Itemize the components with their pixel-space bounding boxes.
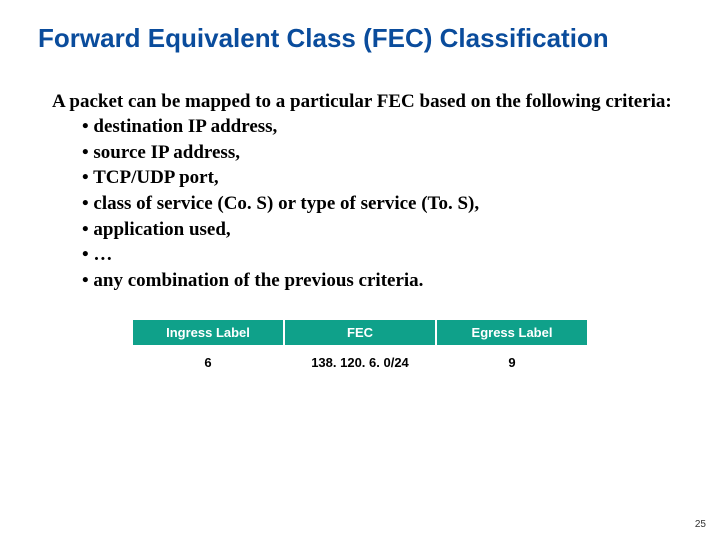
body-text: A packet can be mapped to a particular F… [38, 89, 682, 294]
bullet-item: … [82, 242, 682, 268]
intro-text: A packet can be mapped to a particular F… [52, 89, 682, 115]
col-header-ingress: Ingress Label [133, 320, 283, 345]
page-number: 25 [695, 519, 706, 530]
table-header-row: Ingress Label FEC Egress Label [133, 320, 587, 345]
slide-container: Forward Equivalent Class (FEC) Classific… [0, 0, 720, 380]
bullet-item: TCP/UDP port, [82, 165, 682, 191]
bullet-item: destination IP address, [82, 114, 682, 140]
cell-ingress: 6 [133, 345, 283, 380]
bullet-item: application used, [82, 217, 682, 243]
bullet-item: class of service (Co. S) or type of serv… [82, 191, 682, 217]
fec-table: Ingress Label FEC Egress Label 6 138. 12… [131, 320, 589, 380]
slide-title: Forward Equivalent Class (FEC) Classific… [38, 22, 682, 55]
cell-fec: 138. 120. 6. 0/24 [285, 345, 435, 380]
table-row: 6 138. 120. 6. 0/24 9 [133, 345, 587, 380]
bullet-list: destination IP address, source IP addres… [52, 114, 682, 293]
col-header-fec: FEC [285, 320, 435, 345]
bullet-item: any combination of the previous criteria… [82, 268, 682, 294]
cell-egress: 9 [437, 345, 587, 380]
bullet-item: source IP address, [82, 140, 682, 166]
col-header-egress: Egress Label [437, 320, 587, 345]
